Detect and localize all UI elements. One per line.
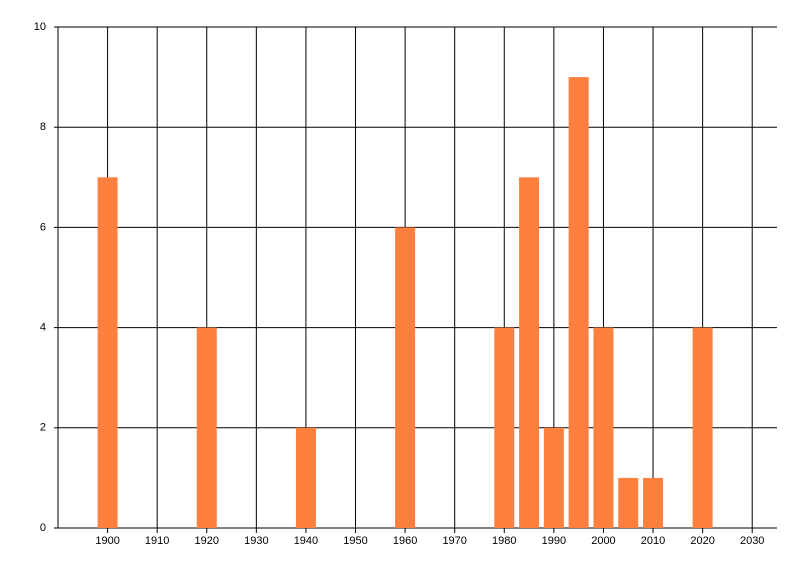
y-tick-label: 10 xyxy=(34,21,46,33)
x-tick-label: 1950 xyxy=(343,535,367,547)
y-tick-label: 0 xyxy=(40,522,46,534)
x-tick-label: 2000 xyxy=(591,535,615,547)
x-tick-label: 1980 xyxy=(492,535,516,547)
y-tick-label: 2 xyxy=(40,422,46,434)
bar xyxy=(568,77,589,528)
x-tick-label: 1900 xyxy=(95,535,119,547)
bar xyxy=(692,327,713,528)
x-tick-label: 2030 xyxy=(740,535,764,547)
bar xyxy=(593,327,614,528)
bar xyxy=(543,427,564,528)
x-tick-label: 2020 xyxy=(690,535,714,547)
bar xyxy=(494,327,515,528)
bar xyxy=(643,477,664,528)
bar xyxy=(97,177,118,529)
y-tick-label: 6 xyxy=(40,221,46,233)
x-tick-label: 2010 xyxy=(641,535,665,547)
x-tick-label: 1990 xyxy=(542,535,566,547)
x-tick-label: 1940 xyxy=(294,535,318,547)
y-tick-label: 4 xyxy=(40,322,46,334)
x-tick-label: 1930 xyxy=(244,535,268,547)
bar xyxy=(295,427,316,528)
bar xyxy=(618,477,639,528)
x-tick-label: 1920 xyxy=(195,535,219,547)
bar xyxy=(395,227,416,528)
x-tick-label: 1960 xyxy=(393,535,417,547)
y-tick-label: 8 xyxy=(40,121,46,133)
bar xyxy=(196,327,217,528)
x-tick-label: 1970 xyxy=(442,535,466,547)
x-tick-label: 1910 xyxy=(145,535,169,547)
bar xyxy=(519,177,540,529)
